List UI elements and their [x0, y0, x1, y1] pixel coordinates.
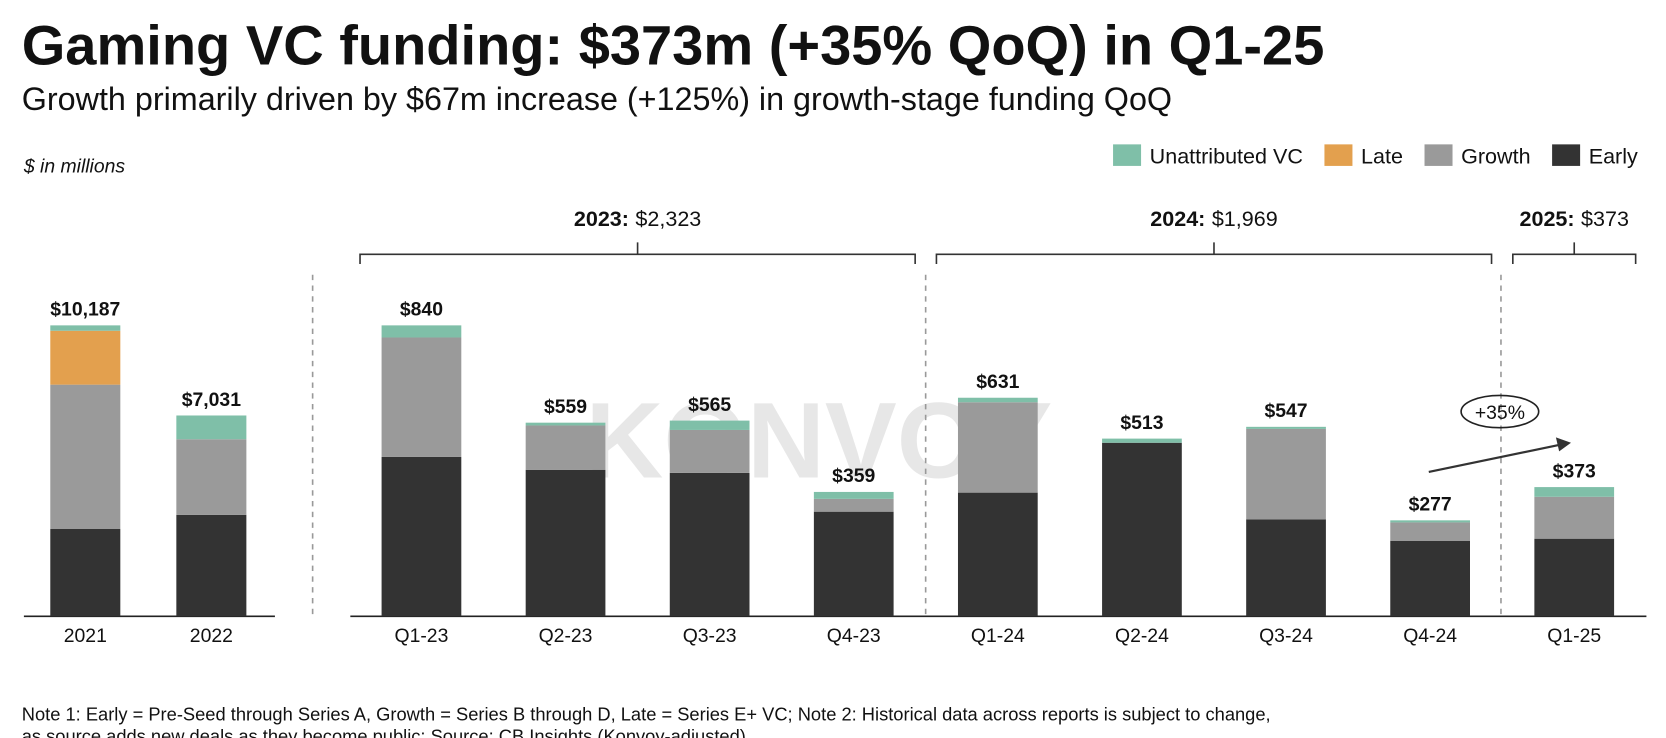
dividers [311, 274, 1502, 617]
legend-swatch [1324, 144, 1353, 166]
bar-segment [669, 420, 750, 430]
total-label: $277 [1409, 494, 1452, 516]
total-label: $631 [976, 371, 1019, 393]
legend-label: Growth [1461, 145, 1530, 169]
note: as source adds new deals as they become … [22, 725, 746, 738]
bar-segment [813, 491, 894, 499]
bar-segment [813, 498, 894, 512]
title: Gaming VC funding: $373m (+35% QoQ) in Q… [22, 14, 1325, 77]
x-tick-label: Q3-23 [683, 625, 737, 647]
legend-label: Late [1361, 145, 1403, 169]
bar-segment [1390, 522, 1470, 541]
bar-segment [381, 337, 462, 457]
bar-segment [957, 397, 1038, 403]
group-total: $1,969 [1212, 207, 1278, 231]
x-tick-label: Q3-24 [1259, 625, 1313, 647]
bar-segment [50, 384, 121, 529]
bar-segment [525, 469, 606, 617]
bar-segment [176, 514, 247, 617]
bar-segment [1102, 442, 1182, 617]
group-label: 2023: $2,323 [574, 207, 701, 231]
x-tick-label: Q1-23 [395, 625, 449, 647]
x-tick-label: 2022 [190, 625, 233, 647]
bar-segment [50, 330, 121, 385]
legend: Early Growth Late Unattributed VC [1113, 144, 1638, 169]
group-name: 2024: [1150, 207, 1205, 231]
bar-segment [176, 439, 247, 515]
bar-segment [50, 528, 121, 617]
bar-segment [1534, 538, 1615, 617]
group-bracket [935, 242, 1493, 264]
bar-segment [669, 429, 750, 473]
subtitle: Growth primarily driven by $67m increase… [22, 81, 1172, 117]
x-tick-label: Q1-24 [971, 625, 1025, 647]
bar-segment [525, 425, 606, 470]
x-tick-label: Q2-24 [1115, 625, 1169, 647]
bar-segment [1534, 496, 1615, 539]
group-label: 2024: $1,969 [1150, 207, 1277, 231]
legend-swatch [1113, 144, 1142, 166]
bar-segment [813, 511, 894, 617]
total-label: $840 [400, 299, 443, 321]
bar-segment [381, 456, 462, 617]
legend-swatch [1552, 144, 1581, 166]
total-label: $513 [1120, 412, 1163, 434]
group-bracket [1512, 242, 1637, 264]
arrow-head [1555, 437, 1571, 452]
x-tick-label: 2021 [64, 625, 107, 647]
group-label: 2025: $373 [1520, 207, 1629, 231]
bar-segment [525, 422, 606, 426]
bar-segment [669, 472, 750, 617]
legend-label: Early [1589, 145, 1638, 169]
group-name: 2023: [574, 207, 629, 231]
x-tick-label: Q4-23 [827, 625, 881, 647]
bar-segment [50, 325, 121, 331]
bar-segment [1246, 426, 1326, 429]
legend-label: Unattributed VC [1150, 145, 1303, 169]
group-bracket [359, 242, 916, 264]
bar-segment [1390, 540, 1470, 617]
group-total: $373 [1581, 207, 1629, 231]
bar-segment [1246, 519, 1326, 617]
note: Note 1: Early = Pre-Seed through Series … [22, 704, 1271, 725]
annotation: +35% [1475, 402, 1525, 424]
total-label: $10,187 [50, 299, 120, 321]
group-name: 2025: [1520, 207, 1575, 231]
bar-segment [957, 492, 1038, 617]
bar-segment [381, 325, 462, 338]
x-tick-label: Q2-23 [539, 625, 593, 647]
total-label: $359 [832, 465, 875, 487]
bar-segment [1534, 487, 1615, 497]
total-label: $7,031 [182, 389, 241, 411]
total-label: $559 [544, 396, 587, 418]
unit-note: $ in millions [23, 155, 126, 177]
annotation-arrow [1428, 443, 1560, 473]
x-tick-label: Q1-25 [1547, 625, 1601, 647]
total-label: $565 [688, 394, 731, 416]
legend-swatch [1424, 144, 1453, 166]
total-label: $373 [1553, 460, 1596, 482]
annotation-ellipse [1460, 394, 1540, 429]
x-tick-label: Q4-24 [1403, 625, 1457, 647]
total-label: $547 [1264, 400, 1307, 422]
bar-segment [957, 402, 1038, 493]
bar-segment [1102, 438, 1182, 443]
group-total: $2,323 [635, 207, 701, 231]
bar-segment [176, 415, 247, 440]
bar-segment [1390, 520, 1470, 523]
bar-segment [1246, 428, 1326, 520]
